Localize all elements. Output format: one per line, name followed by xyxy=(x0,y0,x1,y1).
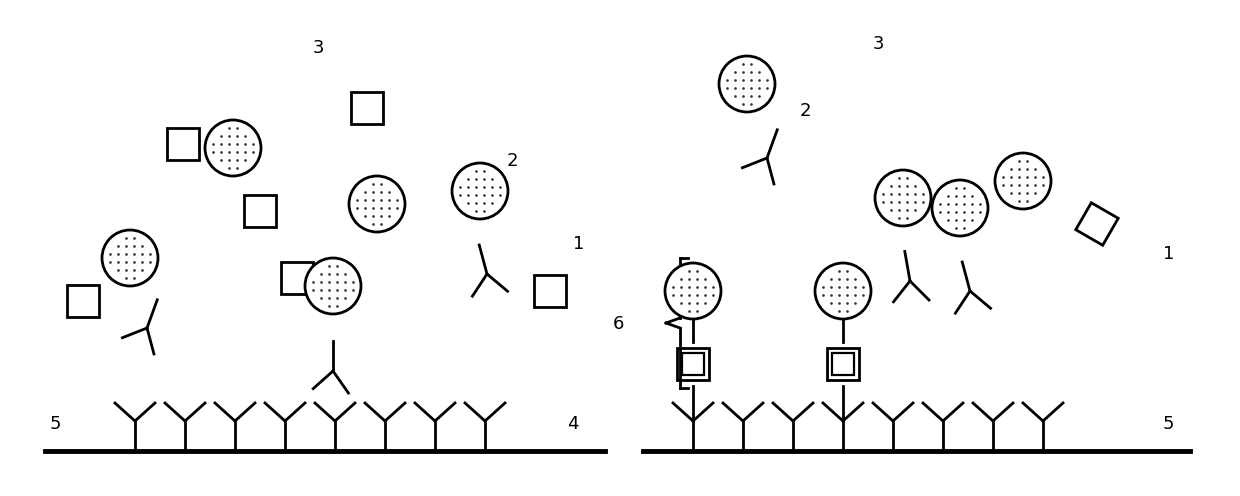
Circle shape xyxy=(453,163,508,219)
Polygon shape xyxy=(351,92,383,124)
Circle shape xyxy=(102,230,157,286)
Polygon shape xyxy=(677,349,708,379)
Circle shape xyxy=(348,176,405,232)
Text: 1: 1 xyxy=(573,235,584,253)
Circle shape xyxy=(205,120,260,176)
Text: 5: 5 xyxy=(50,415,62,433)
Circle shape xyxy=(932,180,988,236)
Text: 2: 2 xyxy=(507,152,518,170)
Text: 3: 3 xyxy=(873,35,884,53)
Text: 6: 6 xyxy=(613,315,625,333)
Polygon shape xyxy=(167,128,198,160)
Text: 4: 4 xyxy=(567,415,579,433)
Text: 2: 2 xyxy=(800,102,811,120)
Polygon shape xyxy=(281,262,312,294)
Circle shape xyxy=(719,56,775,112)
Text: 3: 3 xyxy=(312,39,325,57)
Circle shape xyxy=(875,170,931,226)
Text: 1: 1 xyxy=(1163,245,1174,263)
Polygon shape xyxy=(1076,203,1118,245)
Polygon shape xyxy=(67,285,98,316)
Polygon shape xyxy=(534,275,565,307)
Circle shape xyxy=(994,153,1052,209)
Polygon shape xyxy=(244,195,275,227)
Circle shape xyxy=(665,263,720,319)
Text: 5: 5 xyxy=(1163,415,1174,433)
Circle shape xyxy=(815,263,870,319)
Circle shape xyxy=(305,258,361,314)
Polygon shape xyxy=(827,349,858,379)
